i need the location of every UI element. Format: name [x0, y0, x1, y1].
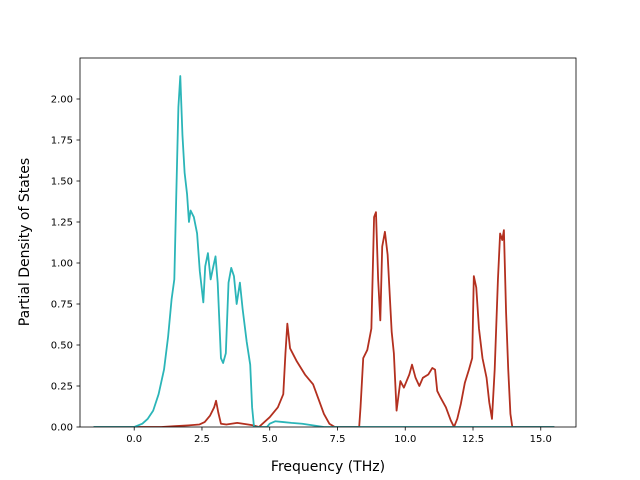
y-tick-label: 0.00	[51, 423, 73, 434]
y-axis-label: Partial Density of States	[17, 158, 33, 326]
x-tick-label: 7.5	[330, 434, 346, 445]
x-tick-label: 0.0	[126, 434, 142, 445]
x-axis: 0.0 2.5 5.0 7.5 10.0 12.5 15.0	[126, 427, 552, 445]
axes-frame	[79, 57, 577, 428]
series-group	[93, 75, 555, 427]
y-tick-label: 1.75	[51, 136, 73, 147]
y-tick-label: 0.75	[51, 300, 73, 311]
y-tick-label: 2.00	[51, 95, 73, 106]
x-tick-label: 15.0	[530, 434, 552, 445]
series-line-1	[93, 211, 555, 427]
plot-area	[93, 75, 555, 427]
x-tick-label: 5.0	[262, 434, 278, 445]
x-tick-label: 10.0	[394, 434, 416, 445]
x-tick-label: 12.5	[462, 434, 484, 445]
y-tick-label: 1.00	[51, 259, 73, 270]
y-tick-label: 1.25	[51, 218, 73, 229]
series-line-2	[93, 75, 555, 427]
y-axis: 0.00 0.25 0.50 0.75 1.00 1.25 1.50 1.75 2.00	[51, 95, 80, 434]
y-tick-label: 0.25	[51, 382, 73, 393]
y-tick-label: 0.50	[51, 341, 73, 352]
x-tick-label: 2.5	[194, 434, 210, 445]
y-tick-label: 1.50	[51, 177, 73, 188]
x-axis-label: Frequency (THz)	[271, 459, 385, 475]
